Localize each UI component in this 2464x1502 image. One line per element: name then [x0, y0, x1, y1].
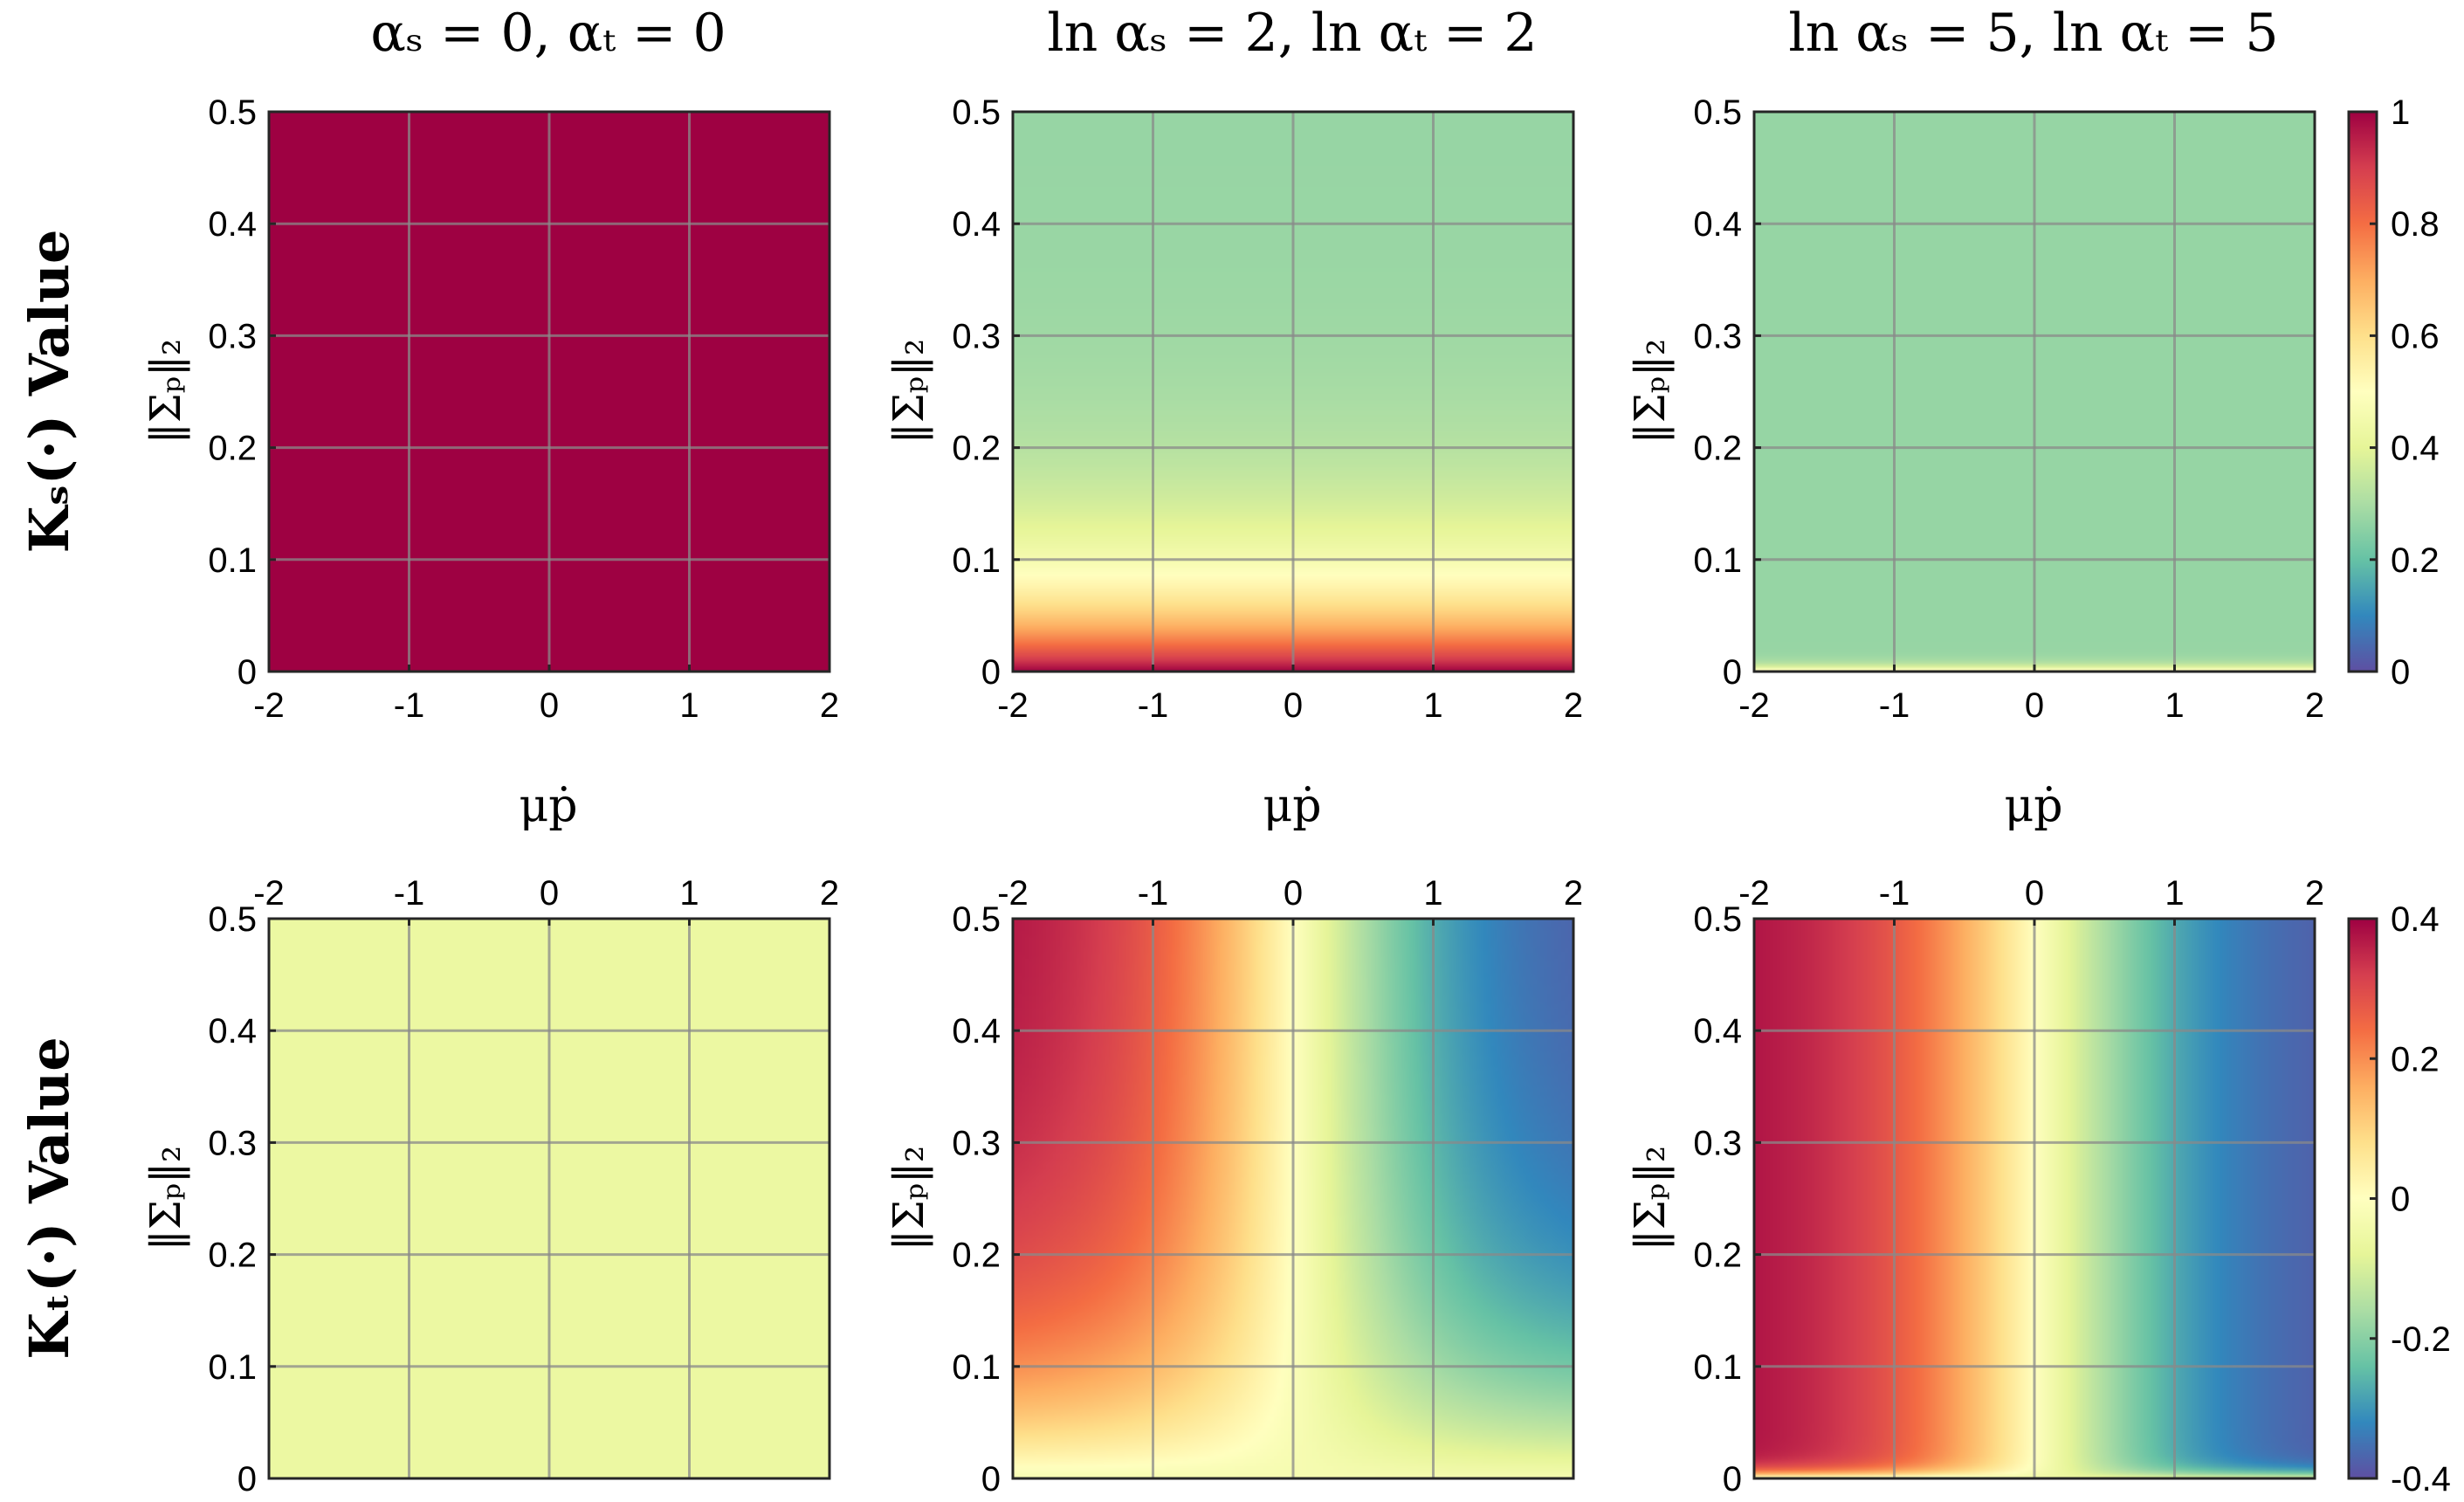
- y-tick-label: 0.2: [1693, 430, 1742, 468]
- y-tick-label: 0.4: [952, 205, 1001, 244]
- y-tick-label: 0: [237, 653, 257, 692]
- y-tick-label: 0.1: [1693, 541, 1742, 580]
- y-tick-label: 0.2: [952, 1237, 1001, 1275]
- x-tick-label: 1: [679, 686, 699, 725]
- y-tick-label: 0.1: [1693, 1348, 1742, 1387]
- y-tick-label: 0: [981, 1460, 1001, 1499]
- y-tick-label: 0.1: [952, 541, 1001, 580]
- colorbar-tick-label: 0.4: [2391, 900, 2440, 939]
- x-tick-label: 0: [540, 686, 559, 725]
- y-tick-label: 0: [981, 653, 1001, 692]
- y-tick-label: 0.4: [208, 205, 257, 244]
- xlabel-c1: μṗ: [1263, 780, 1321, 832]
- y-tick-label: 0.1: [208, 1348, 257, 1387]
- y-tick-label: 0.3: [952, 1124, 1001, 1162]
- xlabel-c0: μṗ: [519, 780, 577, 832]
- y-tick-label: 0.5: [1693, 93, 1742, 132]
- colorbar-tick-label: 0.6: [2391, 317, 2440, 355]
- y-tick-label: 0.2: [208, 430, 257, 468]
- ylabel-r1c0: ‖Σₚ‖₂: [141, 1146, 190, 1251]
- y-tick-label: 0.4: [952, 1012, 1001, 1051]
- colorbar-tick-label: 0.2: [2391, 1040, 2440, 1078]
- x-tick-label: 1: [2165, 874, 2184, 913]
- x-tick-label: 1: [1423, 874, 1442, 913]
- column-title-3: ln αₛ = 5, ln αₜ = 5: [1788, 3, 2278, 64]
- x-tick-label: 2: [820, 874, 839, 913]
- column-title-2: ln αₛ = 2, ln αₜ = 2: [1047, 3, 1537, 64]
- colorbar-tick-label: -0.4: [2391, 1460, 2451, 1499]
- x-tick-label: -2: [253, 874, 285, 913]
- y-tick-label: 0.5: [952, 900, 1001, 939]
- colorbar-tick-label: 0: [2391, 1181, 2410, 1219]
- x-tick-label: -2: [997, 874, 1029, 913]
- colorbar: [2347, 110, 2378, 673]
- row-label-ks: Kₛ(·) Value: [17, 230, 81, 554]
- x-tick-label: -2: [1738, 874, 1770, 913]
- ylabel-r0c2: ‖Σₚ‖₂: [1626, 339, 1675, 444]
- x-tick-label: 2: [2305, 874, 2324, 913]
- y-tick-label: 0.5: [208, 93, 257, 132]
- y-tick-label: 0.2: [1693, 1237, 1742, 1275]
- ylabel-r0c0: ‖Σₚ‖₂: [141, 339, 190, 444]
- xlabel-c2: μṗ: [2004, 780, 2062, 832]
- y-tick-label: 0.1: [952, 1348, 1001, 1387]
- ylabel-r1c1: ‖Σₚ‖₂: [884, 1146, 933, 1251]
- x-tick-label: -1: [1879, 874, 1910, 913]
- x-tick-label: 2: [1564, 874, 1583, 913]
- y-tick-label: 0.5: [1693, 900, 1742, 939]
- colorbar-tick-label: 0: [2391, 653, 2410, 692]
- y-tick-label: 0.4: [208, 1012, 257, 1051]
- y-tick-label: 0.4: [1693, 1012, 1742, 1051]
- x-tick-label: -1: [394, 686, 425, 725]
- x-tick-label: -1: [1138, 686, 1169, 725]
- colorbar-tick-label: 0.4: [2391, 430, 2440, 468]
- y-tick-label: 0: [237, 1460, 257, 1499]
- y-tick-label: 0.2: [208, 1237, 257, 1275]
- colorbar-tick-label: 1: [2391, 93, 2410, 132]
- x-tick-label: 0: [540, 874, 559, 913]
- y-tick-label: 0: [1723, 1460, 1742, 1499]
- ylabel-r1c2: ‖Σₚ‖₂: [1626, 1146, 1675, 1251]
- y-tick-label: 0.4: [1693, 205, 1742, 244]
- colorbar-tick-label: -0.2: [2391, 1320, 2451, 1359]
- x-tick-label: 1: [1423, 686, 1442, 725]
- y-tick-label: 0.3: [208, 317, 257, 355]
- y-tick-label: 0.2: [952, 430, 1001, 468]
- x-tick-label: -1: [1138, 874, 1169, 913]
- x-tick-label: 0: [2025, 874, 2044, 913]
- x-tick-label: 1: [2165, 686, 2184, 725]
- x-tick-label: 0: [1284, 874, 1303, 913]
- x-tick-label: -2: [997, 686, 1029, 725]
- y-tick-label: 0.5: [208, 900, 257, 939]
- column-title-1: αₛ = 0, αₜ = 0: [370, 3, 726, 64]
- row-label-kt: Kₜ(·) Value: [17, 1037, 81, 1359]
- ylabel-r0c1: ‖Σₚ‖₂: [884, 339, 933, 444]
- x-tick-label: 2: [1564, 686, 1583, 725]
- y-tick-label: 0: [1723, 653, 1742, 692]
- x-tick-label: 1: [679, 874, 699, 913]
- x-tick-label: 2: [2305, 686, 2324, 725]
- y-tick-label: 0.5: [952, 93, 1001, 132]
- x-tick-label: -2: [1738, 686, 1770, 725]
- y-tick-label: 0.3: [1693, 317, 1742, 355]
- y-tick-label: 0.1: [208, 541, 257, 580]
- colorbar-tick-label: 0.8: [2391, 205, 2440, 244]
- y-tick-label: 0.3: [208, 1124, 257, 1162]
- x-tick-label: 0: [2025, 686, 2044, 725]
- y-tick-label: 0.3: [952, 317, 1001, 355]
- x-tick-label: -2: [253, 686, 285, 725]
- x-tick-label: -1: [394, 874, 425, 913]
- x-tick-label: -1: [1879, 686, 1910, 725]
- y-tick-label: 0.3: [1693, 1124, 1742, 1162]
- x-tick-label: 2: [820, 686, 839, 725]
- x-tick-label: 0: [1284, 686, 1303, 725]
- colorbar-tick-label: 0.2: [2391, 541, 2440, 580]
